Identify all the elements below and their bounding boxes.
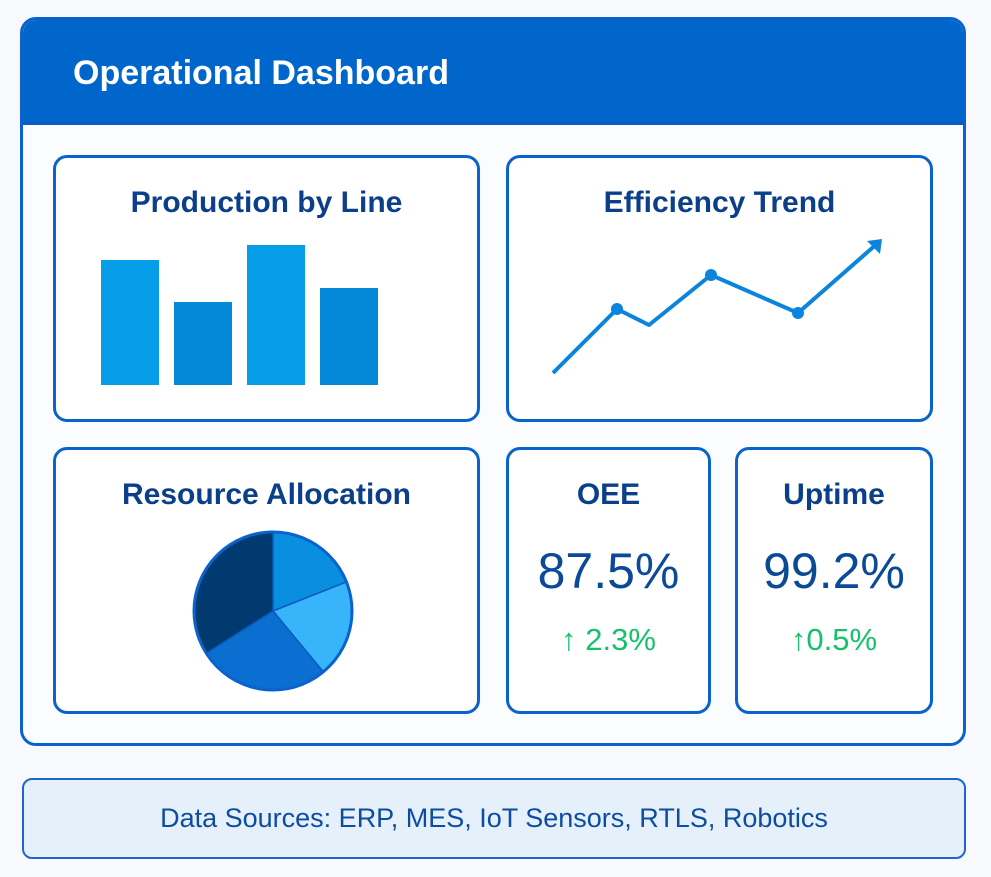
bar-4 bbox=[320, 288, 378, 385]
oee-title: OEE bbox=[576, 478, 641, 511]
bar-3 bbox=[247, 245, 305, 385]
bar-chart bbox=[101, 245, 378, 385]
uptime-card[interactable]: Uptime 99.2% ↑0.5% bbox=[735, 447, 933, 714]
trend-point bbox=[792, 307, 804, 319]
pie-chart bbox=[192, 530, 354, 692]
trend-line bbox=[551, 240, 881, 375]
bar-1 bbox=[101, 260, 159, 385]
oee-value: 87.5% bbox=[537, 543, 680, 599]
efficiency-title: Efficiency Trend bbox=[603, 186, 836, 219]
data-sources-text: Data Sources: ERP, MES, IoT Sensors, RTL… bbox=[160, 803, 828, 833]
oee-delta: ↑ 2.3% bbox=[561, 622, 656, 657]
trend-point bbox=[611, 303, 623, 315]
trend-arrow-icon bbox=[867, 239, 882, 254]
data-sources-footer: Data Sources: ERP, MES, IoT Sensors, RTL… bbox=[22, 778, 966, 859]
pie-outline bbox=[192, 530, 354, 692]
oee-card[interactable]: OEE 87.5% ↑ 2.3% bbox=[506, 447, 711, 714]
trend-point bbox=[705, 269, 717, 281]
dashboard-header: Operational Dashboard bbox=[23, 20, 963, 125]
page-title: Operational Dashboard bbox=[73, 54, 449, 92]
uptime-title: Uptime bbox=[783, 478, 885, 511]
uptime-value: 99.2% bbox=[763, 543, 905, 599]
line-chart bbox=[551, 239, 882, 375]
efficiency-card[interactable]: Efficiency Trend bbox=[506, 155, 933, 422]
production-title: Production by Line bbox=[130, 186, 403, 219]
resource-card[interactable]: Resource Allocation bbox=[53, 447, 480, 714]
bar-2 bbox=[174, 302, 232, 385]
production-card[interactable]: Production by Line bbox=[53, 155, 480, 422]
uptime-delta: ↑0.5% bbox=[790, 622, 878, 657]
resource-title: Resource Allocation bbox=[122, 478, 411, 511]
